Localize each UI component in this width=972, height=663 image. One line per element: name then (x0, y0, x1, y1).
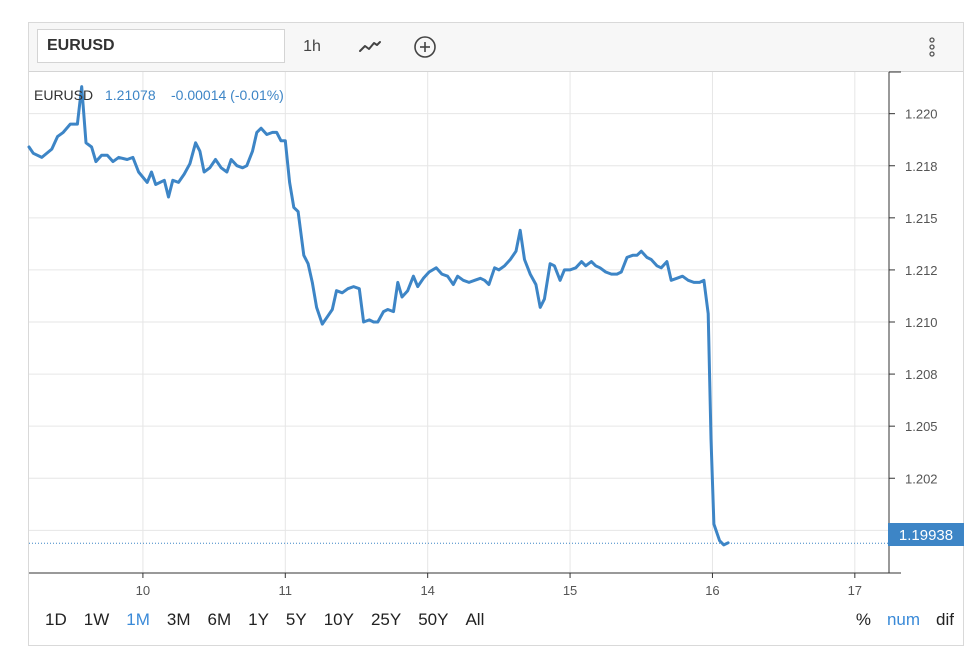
range-button-1w[interactable]: 1W (83, 610, 110, 629)
scale-button-percent[interactable]: % (855, 610, 871, 629)
range-button-25y[interactable]: 25Y (370, 610, 402, 629)
x-tick-label: 16 (705, 583, 719, 598)
y-tick-label: 1.218 (905, 159, 938, 174)
range-button-10y[interactable]: 10Y (323, 610, 354, 629)
y-tick-label: 1.208 (905, 367, 938, 382)
x-tick-label: 11 (279, 583, 293, 598)
x-tick-label: 15 (563, 583, 577, 598)
add-indicator-button[interactable] (407, 31, 443, 63)
scale-selector: % num dif (840, 610, 954, 630)
x-tick-label: 10 (136, 583, 150, 598)
legend-price: 1.21078 (105, 87, 156, 103)
chart-toolbar: 1h (29, 23, 963, 72)
legend-change: -0.00014 (-0.01%) (171, 87, 284, 103)
menu-button[interactable] (917, 31, 947, 63)
range-button-1d[interactable]: 1D (45, 610, 67, 629)
range-button-6m[interactable]: 6M (207, 610, 232, 629)
chart-grid (29, 72, 889, 573)
interval-button[interactable]: 1h (303, 38, 321, 55)
chart-legend: EURUSD 1.21078 -0.00014 (-0.01%) (34, 87, 284, 103)
y-tick-label: 1.220 (905, 107, 938, 122)
chart-frame (28, 22, 964, 646)
range-button-1y[interactable]: 1Y (248, 610, 269, 629)
chart-series (27, 85, 889, 547)
range-button-1m[interactable]: 1M (126, 610, 150, 629)
range-selector: 1D 1W 1M 3M 6M 1Y 5Y 10Y 25Y 50Y All (45, 610, 501, 630)
range-button-50y[interactable]: 50Y (418, 610, 449, 629)
chart-type-button[interactable] (352, 31, 388, 63)
price-series-line (27, 85, 730, 547)
last-price-label-bg (888, 523, 964, 546)
last-price-marker: 1.19938 (888, 523, 964, 546)
y-tick-label: 1.205 (905, 419, 938, 434)
range-button-3m[interactable]: 3M (166, 610, 191, 629)
chart-axes: 1.2001.2021.2051.2081.2101.2121.2151.218… (29, 71, 938, 598)
x-tick-label: 14 (420, 583, 434, 598)
y-tick-label: 1.215 (905, 211, 938, 226)
last-price-label: 1.19938 (899, 527, 953, 544)
plus-circle-icon (414, 36, 436, 58)
line-chart-icon (359, 41, 381, 52)
scale-button-num[interactable]: num (886, 610, 921, 629)
scale-button-dif[interactable]: dif (936, 610, 954, 629)
x-tick-label: 17 (848, 583, 862, 598)
range-button-5y[interactable]: 5Y (285, 610, 307, 629)
symbol-input[interactable] (37, 29, 285, 63)
y-tick-label: 1.212 (905, 263, 938, 278)
range-button-all[interactable]: All (465, 610, 485, 629)
vertical-dots-icon (929, 37, 935, 57)
legend-symbol: EURUSD (34, 87, 93, 103)
y-tick-label: 1.210 (905, 315, 938, 330)
y-tick-label: 1.202 (905, 471, 938, 486)
